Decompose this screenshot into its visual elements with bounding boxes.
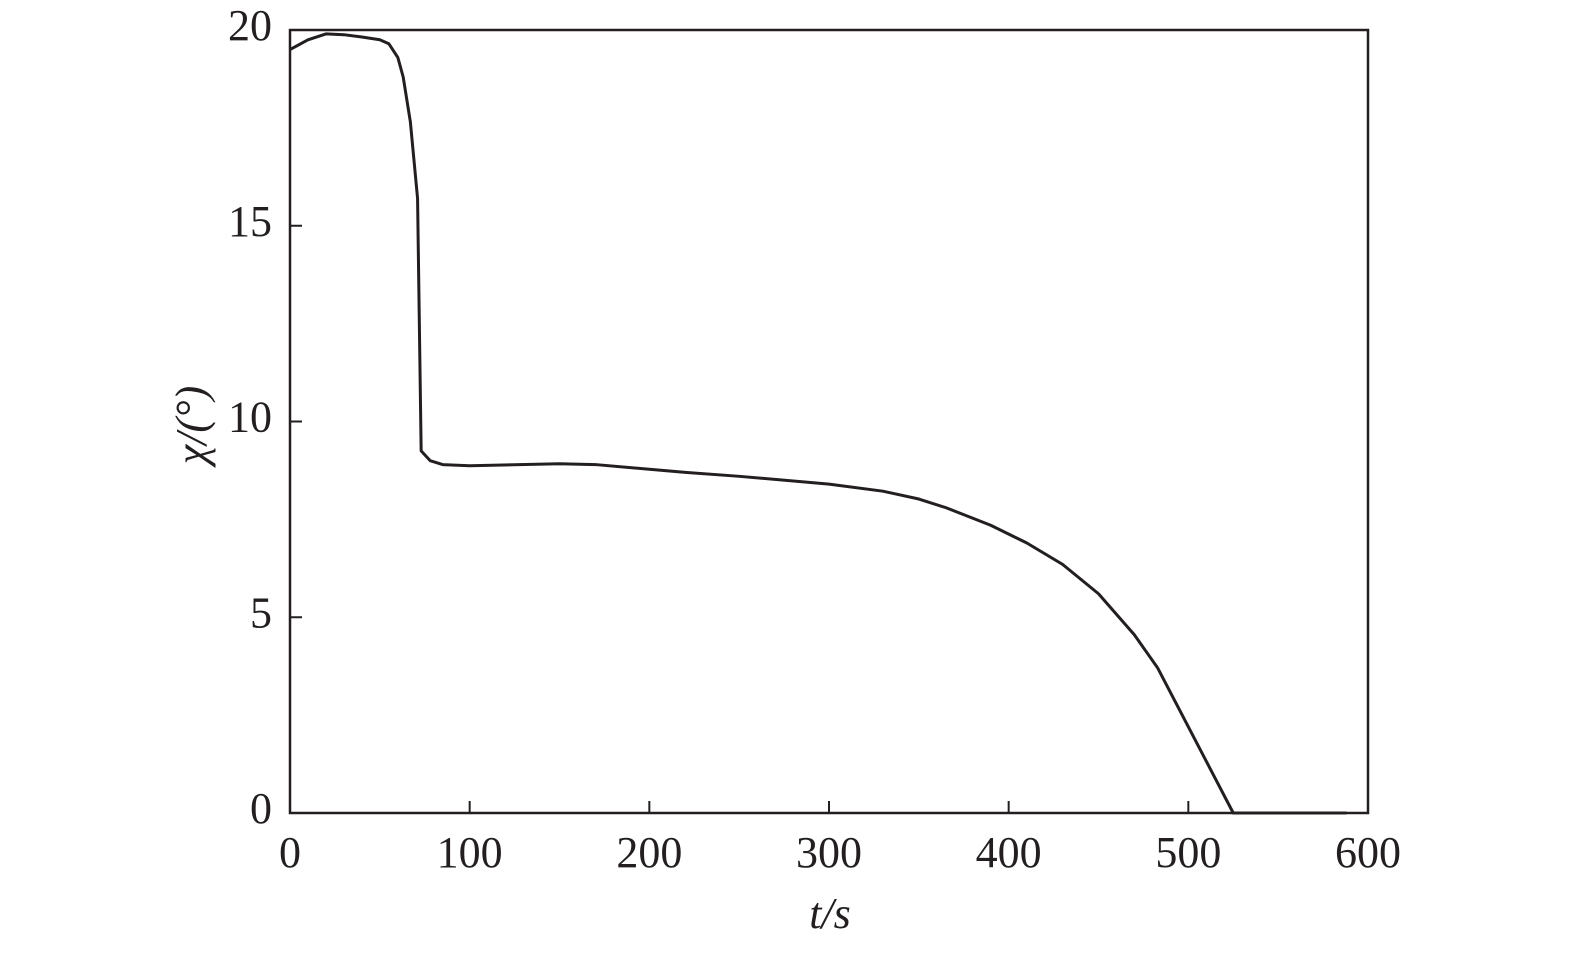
x-tick-label: 300 [796,828,862,877]
x-tick-label: 500 [1155,828,1221,877]
y-tick-label: 15 [228,197,272,246]
y-tick-label: 20 [228,1,272,50]
y-tick-label: 0 [250,784,272,833]
x-tick-label: 400 [976,828,1042,877]
x-tick-label: 100 [437,828,503,877]
x-tick-label: 200 [616,828,682,877]
x-axis-label: t/s [809,889,851,938]
y-axis-label: χ/(°) [167,386,216,468]
y-tick-label: 10 [228,393,272,442]
plot-frame [288,28,1370,815]
data-line [289,32,1347,815]
y-tick-label: 5 [250,588,272,637]
x-tick-label: 0 [279,828,301,877]
x-tick-label: 600 [1335,828,1401,877]
